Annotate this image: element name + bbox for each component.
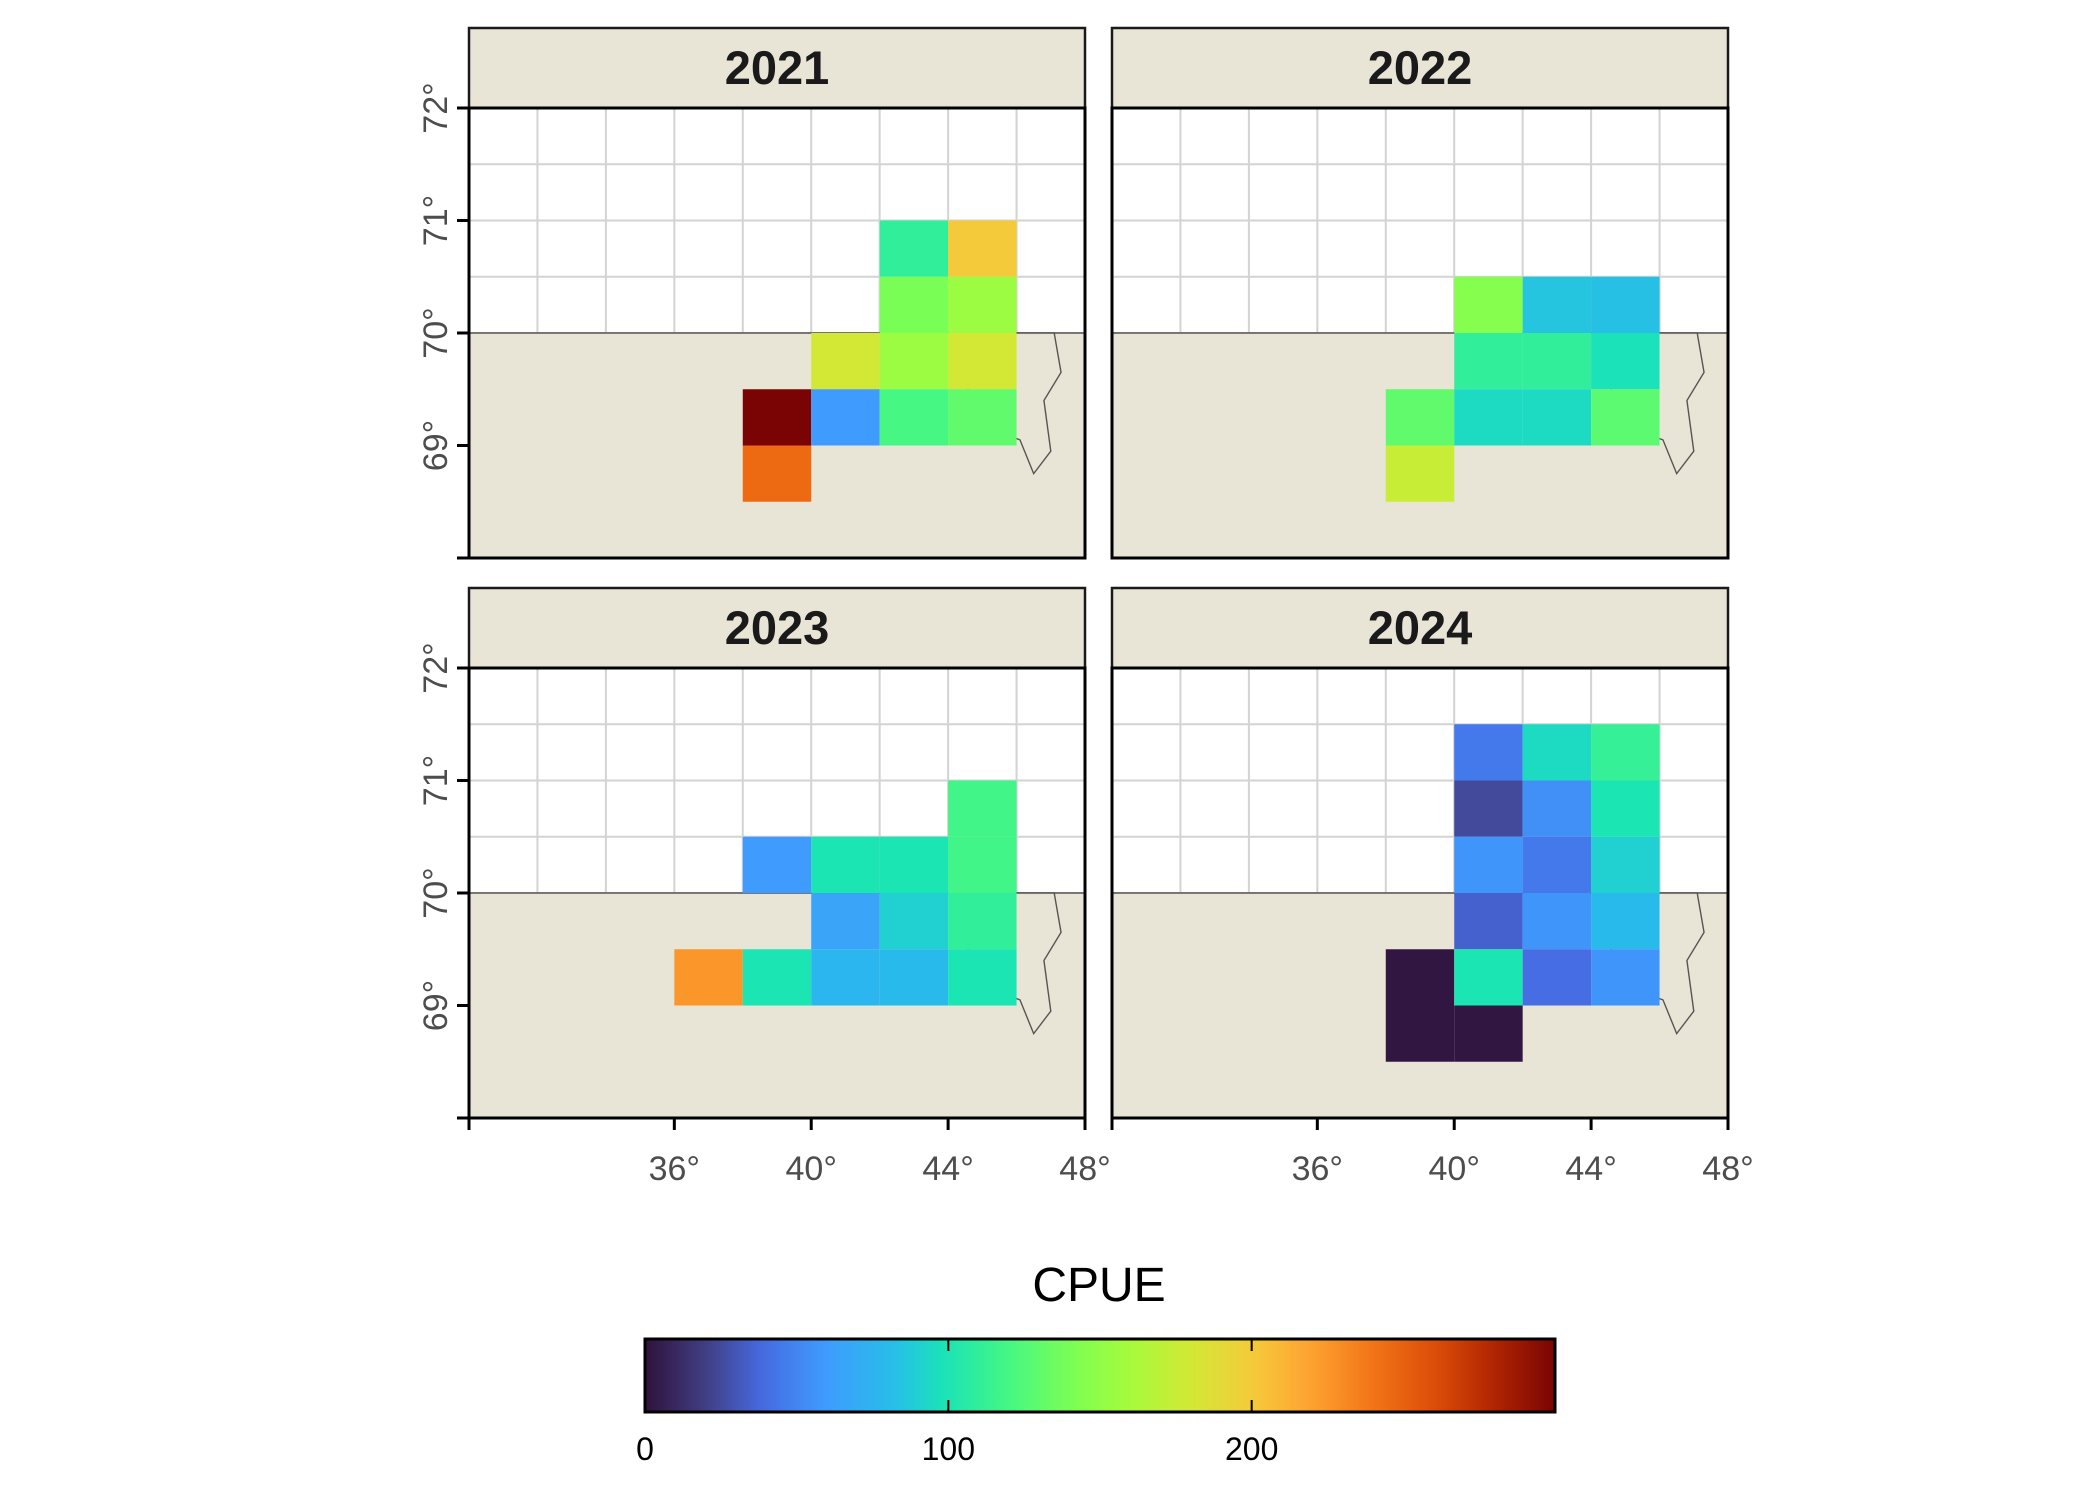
cpue-cell (811, 836, 880, 893)
x-tick-label: 40° (1429, 1150, 1480, 1188)
cpue-cell (742, 389, 812, 446)
y-tick-label: 71° (417, 195, 455, 246)
panel-border (1110, 666, 1730, 1120)
cpue-cell (811, 389, 880, 446)
cpue-cell (742, 445, 812, 502)
facet-label: 2024 (1368, 601, 1473, 654)
axes-layer: 69° 70° 71° 72° 69° 70° 71° 72° 36° 40° 44° 48° 36° 4… (417, 82, 1754, 1188)
cpue-cell (948, 893, 1017, 950)
cpue-cell (1591, 333, 1660, 390)
cpue-cell (1522, 949, 1592, 1006)
cpue-cell (879, 276, 949, 333)
facet-label: 2022 (1368, 41, 1473, 94)
y-tick-label: 72° (417, 642, 455, 693)
x-tick-label: 44° (1565, 1150, 1616, 1188)
colorbar-title: CPUE (1032, 1259, 1165, 1312)
facet-label: 2023 (725, 601, 830, 654)
cpue-cell (879, 389, 949, 446)
facet-panel-2022: 2022 (1110, 26, 1730, 560)
cpue-cell (1591, 276, 1660, 333)
cpue-cell (1454, 780, 1523, 837)
panel-plot-area (1112, 668, 1728, 1118)
cpue-cell (811, 949, 880, 1006)
panel-plot-area (469, 108, 1085, 558)
y-tick-label: 70° (417, 867, 455, 918)
cpue-cell (1591, 893, 1660, 950)
cpue-cell (948, 276, 1017, 333)
cpue-cell (1454, 836, 1523, 893)
colorbar-gradient (645, 1339, 1555, 1412)
y-tick-label: 72° (417, 82, 455, 133)
colorbar-ticks: 0 100 200 (636, 1339, 1278, 1467)
cpue-cell (948, 949, 1017, 1006)
cpue-cell (1591, 724, 1660, 781)
x-tick-label: 36° (1292, 1150, 1343, 1188)
y-tick-label: 69° (417, 980, 455, 1031)
facet-strip (1110, 586, 1730, 670)
x-tick-label: 48° (1059, 1150, 1110, 1188)
y-tick-label: 70° (417, 307, 455, 358)
panel-border (1110, 106, 1730, 560)
cpue-cell (879, 949, 949, 1006)
cpue-cell (1385, 445, 1455, 502)
y-tick-label: 71° (417, 755, 455, 806)
cpue-cell (1591, 780, 1660, 837)
x-tick-label: 40° (786, 1150, 837, 1188)
facet-panel-2021: 2021 (467, 26, 1087, 560)
cpue-cell (1454, 724, 1523, 781)
cpue-cell (742, 949, 812, 1006)
cpue-cell (1591, 949, 1660, 1006)
panel-plot-area (469, 668, 1085, 1118)
cpue-cell (1591, 836, 1660, 893)
facet-label: 2021 (725, 41, 830, 94)
cpue-cell (1385, 949, 1455, 1006)
colorbar-tick-label: 200 (1225, 1431, 1278, 1467)
cpue-cell (948, 780, 1017, 837)
x-tick-label: 48° (1702, 1150, 1753, 1188)
facet-strip (467, 26, 1087, 110)
cpue-cell (674, 949, 743, 1006)
cpue-cell (1454, 333, 1523, 390)
cpue-cell (1454, 949, 1523, 1006)
cpue-cell (1385, 389, 1455, 446)
x-tick-label: 36° (649, 1150, 700, 1188)
cpue-cell (948, 220, 1017, 277)
cpue-cell (742, 836, 812, 893)
cpue-cell (948, 333, 1017, 390)
facet-strip (1110, 26, 1730, 110)
cpue-cell (1522, 724, 1592, 781)
cpue-cell (879, 220, 949, 277)
colorbar-tick-label: 100 (922, 1431, 975, 1467)
facet-panel-2023: 2023 (467, 586, 1087, 1120)
cpue-cell (1522, 893, 1592, 950)
cpue-cell (1454, 389, 1523, 446)
x-tick-label: 44° (922, 1150, 973, 1188)
cpue-cell (1591, 389, 1660, 446)
facet-panel-2024: 2024 (1110, 586, 1730, 1120)
cpue-cell (948, 389, 1017, 446)
cpue-cell (879, 836, 949, 893)
cpue-cell (879, 893, 949, 950)
panel-plot-area (1112, 108, 1728, 558)
cpue-cell (1522, 836, 1592, 893)
cpue-cell (879, 333, 949, 390)
cpue-cell (1454, 276, 1523, 333)
facet-strip (467, 586, 1087, 670)
cpue-cell (1454, 1005, 1523, 1062)
y-tick-label: 69° (417, 420, 455, 471)
cpue-cell (1522, 333, 1592, 390)
colorbar-legend: CPUE 0 100 200 (636, 1259, 1557, 1467)
colorbar-tick-label: 0 (636, 1431, 654, 1467)
cpue-cell (1522, 276, 1592, 333)
cpue-cell (1385, 1005, 1455, 1062)
colorbar-frame (643, 1337, 1557, 1414)
cpue-cell (948, 836, 1017, 893)
cpue-cell (811, 333, 880, 390)
cpue-cell (811, 893, 880, 950)
cpue-cell (1522, 389, 1592, 446)
cpue-cell (1454, 893, 1523, 950)
cpue-cell (1522, 780, 1592, 837)
